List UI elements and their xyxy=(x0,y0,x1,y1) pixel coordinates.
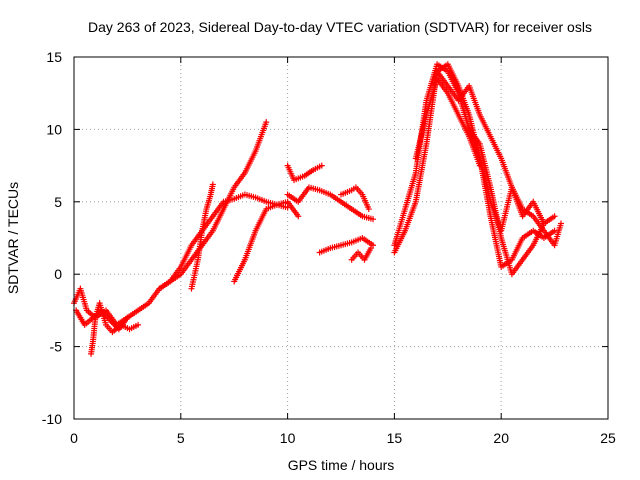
data-point xyxy=(295,213,302,220)
data-point xyxy=(318,162,325,169)
x-tick-label: 10 xyxy=(280,430,296,446)
series-track-5 xyxy=(188,181,216,292)
series-track-10 xyxy=(338,184,372,213)
data-point xyxy=(135,321,142,328)
series-track-6 xyxy=(231,198,302,285)
series-track-11 xyxy=(348,245,374,263)
y-tick-label: 10 xyxy=(46,121,62,137)
x-tick-label: 25 xyxy=(600,430,616,446)
y-tick-label: -10 xyxy=(42,411,62,427)
y-tick-label: 15 xyxy=(46,49,62,65)
y-tick-label: -5 xyxy=(50,339,63,355)
axis-ticks xyxy=(73,56,609,420)
series-track-13 xyxy=(391,61,547,278)
plot-frame xyxy=(73,56,609,420)
x-axis-label: GPS time / hours xyxy=(288,457,395,473)
series-track-1 xyxy=(71,191,291,328)
data-point xyxy=(124,314,131,321)
data-point xyxy=(209,181,216,188)
x-tick-label: 15 xyxy=(387,430,403,446)
tick-labels: 0 5 10 15 20 25 -10 -5 0 5 10 15 xyxy=(42,49,616,446)
y-axis-label: SDTVAR / TECUs xyxy=(5,182,21,294)
series-track-4 xyxy=(156,119,270,292)
grid xyxy=(74,57,608,419)
data-point xyxy=(370,216,377,223)
data-point xyxy=(365,206,372,213)
data-point xyxy=(551,213,558,220)
series-track-14 xyxy=(412,75,483,169)
series-track-9 xyxy=(316,235,377,256)
series-track-3 xyxy=(88,300,142,357)
data-point xyxy=(263,119,270,126)
data-point xyxy=(551,227,558,234)
data-point xyxy=(558,220,565,227)
series-track-15 xyxy=(434,68,565,249)
x-tick-label: 5 xyxy=(177,430,185,446)
y-tick-label: 5 xyxy=(54,194,62,210)
data-point xyxy=(367,245,374,252)
series-track-16 xyxy=(466,126,558,234)
x-tick-label: 20 xyxy=(493,430,509,446)
chart-title: Day 263 of 2023, Sidereal Day-to-day VTE… xyxy=(88,19,592,35)
y-tick-label: 0 xyxy=(54,266,62,282)
x-tick-label: 0 xyxy=(70,430,78,446)
series-track-7 xyxy=(284,162,325,184)
data-points xyxy=(71,61,565,357)
series-track-8 xyxy=(284,184,377,223)
